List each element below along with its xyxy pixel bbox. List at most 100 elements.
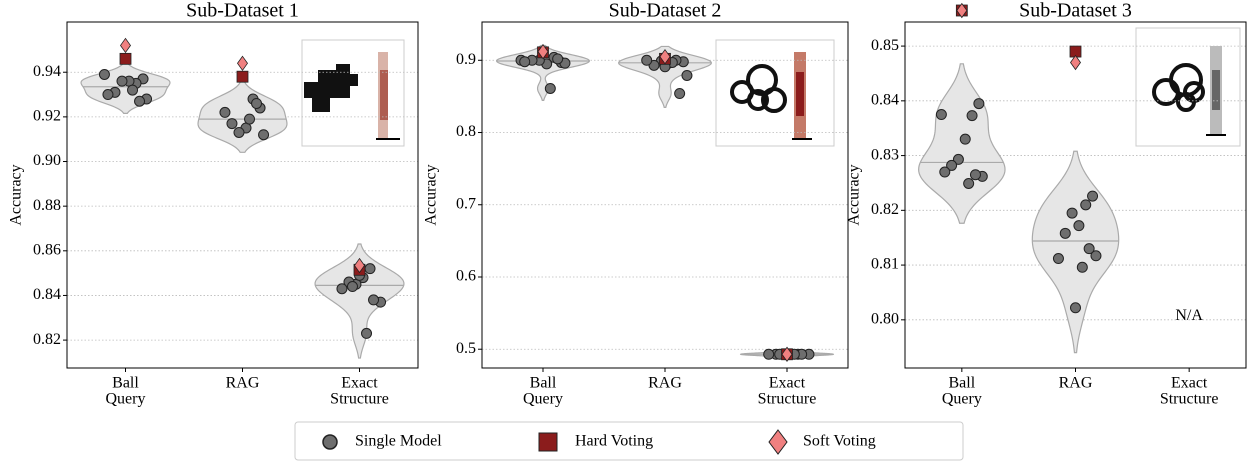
inset-3 <box>1135 27 1241 147</box>
single-model-point <box>364 263 376 275</box>
x-tick-label: Ball <box>112 375 139 392</box>
x-tick-label: Query <box>523 391 563 408</box>
y-tick-label: 0.84 <box>871 92 899 109</box>
y-tick-label: 0.84 <box>33 286 61 303</box>
violin <box>197 80 288 153</box>
single-model-point <box>973 98 985 110</box>
x-tick-label: Structure <box>1160 391 1219 408</box>
soft-voting-mark <box>237 55 248 71</box>
violin <box>314 243 405 359</box>
inset-shape <box>761 87 787 113</box>
soft-voting-mark <box>354 257 365 274</box>
single-model-point <box>1059 227 1071 239</box>
single-model-point <box>946 159 958 171</box>
single-model-point <box>969 169 981 181</box>
single-model-point <box>251 97 263 109</box>
single-model-point <box>1087 190 1099 202</box>
inset-strip <box>380 70 388 120</box>
single-model-point <box>1083 243 1095 255</box>
single-model-point <box>368 294 380 306</box>
x-tick-label: Query <box>942 391 982 408</box>
y-tick-label: 0.85 <box>871 37 899 54</box>
single-model-point <box>1073 220 1085 232</box>
single-model-point <box>674 88 686 100</box>
single-model-point <box>519 56 531 68</box>
x-tick-label: RAG <box>648 375 682 392</box>
single-model-point <box>966 110 978 122</box>
soft-voting-mark <box>1070 54 1081 71</box>
hard-voting-mark <box>236 70 249 83</box>
soft-voting-mark <box>659 48 671 65</box>
legend-marker <box>768 429 788 455</box>
single-model-point <box>1080 199 1092 211</box>
soft-voting-mark <box>120 37 131 54</box>
y-tick-label: 0.81 <box>871 256 899 273</box>
single-model-point <box>1090 250 1102 262</box>
x-tick-label: Exact <box>769 375 806 392</box>
inset-shape <box>747 89 769 111</box>
single-model-point <box>244 113 256 125</box>
y-tick-label: 0.6 <box>456 268 476 285</box>
single-model-point <box>935 109 947 121</box>
y-tick-label: 0.88 <box>33 197 61 214</box>
y-tick-label: 0.9 <box>456 51 476 68</box>
single-model-point <box>959 133 971 145</box>
legend-label: Single Model <box>355 433 442 450</box>
single-model-point <box>361 327 373 339</box>
x-tick-label: RAG <box>1059 375 1093 392</box>
x-tick-label: Ball <box>948 375 975 392</box>
single-model-point <box>116 75 128 87</box>
y-tick-label: 0.86 <box>33 241 61 258</box>
single-model-point <box>226 118 238 130</box>
single-model-point <box>127 84 139 96</box>
x-tick-label: Exact <box>1171 375 1208 392</box>
inset-shape <box>304 64 358 112</box>
legend-marker <box>538 432 558 452</box>
y-tick-label: 0.5 <box>456 340 476 357</box>
y-axis-label: Accuracy <box>423 164 440 225</box>
single-model-point <box>233 126 245 138</box>
inset-strip <box>1212 70 1220 110</box>
y-tick-label: 0.80 <box>871 310 899 327</box>
single-model-point <box>939 166 951 178</box>
y-tick-label: 0.82 <box>871 201 899 218</box>
inset-2 <box>715 39 835 147</box>
inset-shape <box>1183 81 1205 103</box>
single-model-point <box>1070 302 1081 314</box>
single-model-point <box>952 153 964 165</box>
single-model-point <box>219 106 231 118</box>
y-tick-label: 0.90 <box>33 152 61 169</box>
y-tick-label: 0.83 <box>871 146 899 163</box>
y-tick-label: 0.7 <box>456 195 476 212</box>
panel-title: Sub-Dataset 1 <box>186 0 299 22</box>
panel-title: Sub-Dataset 2 <box>609 0 722 22</box>
inset-1 <box>301 39 405 147</box>
soft-voting-mark <box>781 346 793 362</box>
panel-title: Sub-Dataset 3 <box>1019 0 1132 22</box>
panel: Sub-Dataset 3 Accuracy 0.80 0.81 0.82 0.83 0.8… <box>846 0 1247 408</box>
single-model-point <box>258 129 270 141</box>
x-tick-label: Query <box>106 391 146 408</box>
x-tick-label: Structure <box>758 391 817 408</box>
y-axis-label: Accuracy <box>846 164 863 225</box>
y-tick-label: 0.8 <box>456 123 476 140</box>
single-model-point <box>552 53 564 65</box>
x-tick-label: RAG <box>226 375 260 392</box>
hard-voting-mark <box>119 52 132 65</box>
single-model-point <box>98 68 110 80</box>
legend-marker <box>322 434 338 450</box>
single-model-point <box>1066 207 1078 219</box>
y-axis-label: Accuracy <box>8 164 25 225</box>
single-model-point <box>1076 261 1088 273</box>
soft-voting-mark <box>537 43 549 60</box>
x-tick-label: Exact <box>341 375 378 392</box>
single-model-point <box>336 283 348 295</box>
single-model-point <box>763 348 775 360</box>
x-tick-label: Structure <box>330 391 389 408</box>
soft-voting-mark <box>956 2 968 19</box>
violin <box>1031 150 1120 354</box>
x-tick-label: Ball <box>530 375 557 392</box>
panel: Sub-Dataset 1 Accuracy 0.82 0.84 0.86 0.88 0.9… <box>8 0 419 408</box>
single-model-point <box>641 54 653 66</box>
